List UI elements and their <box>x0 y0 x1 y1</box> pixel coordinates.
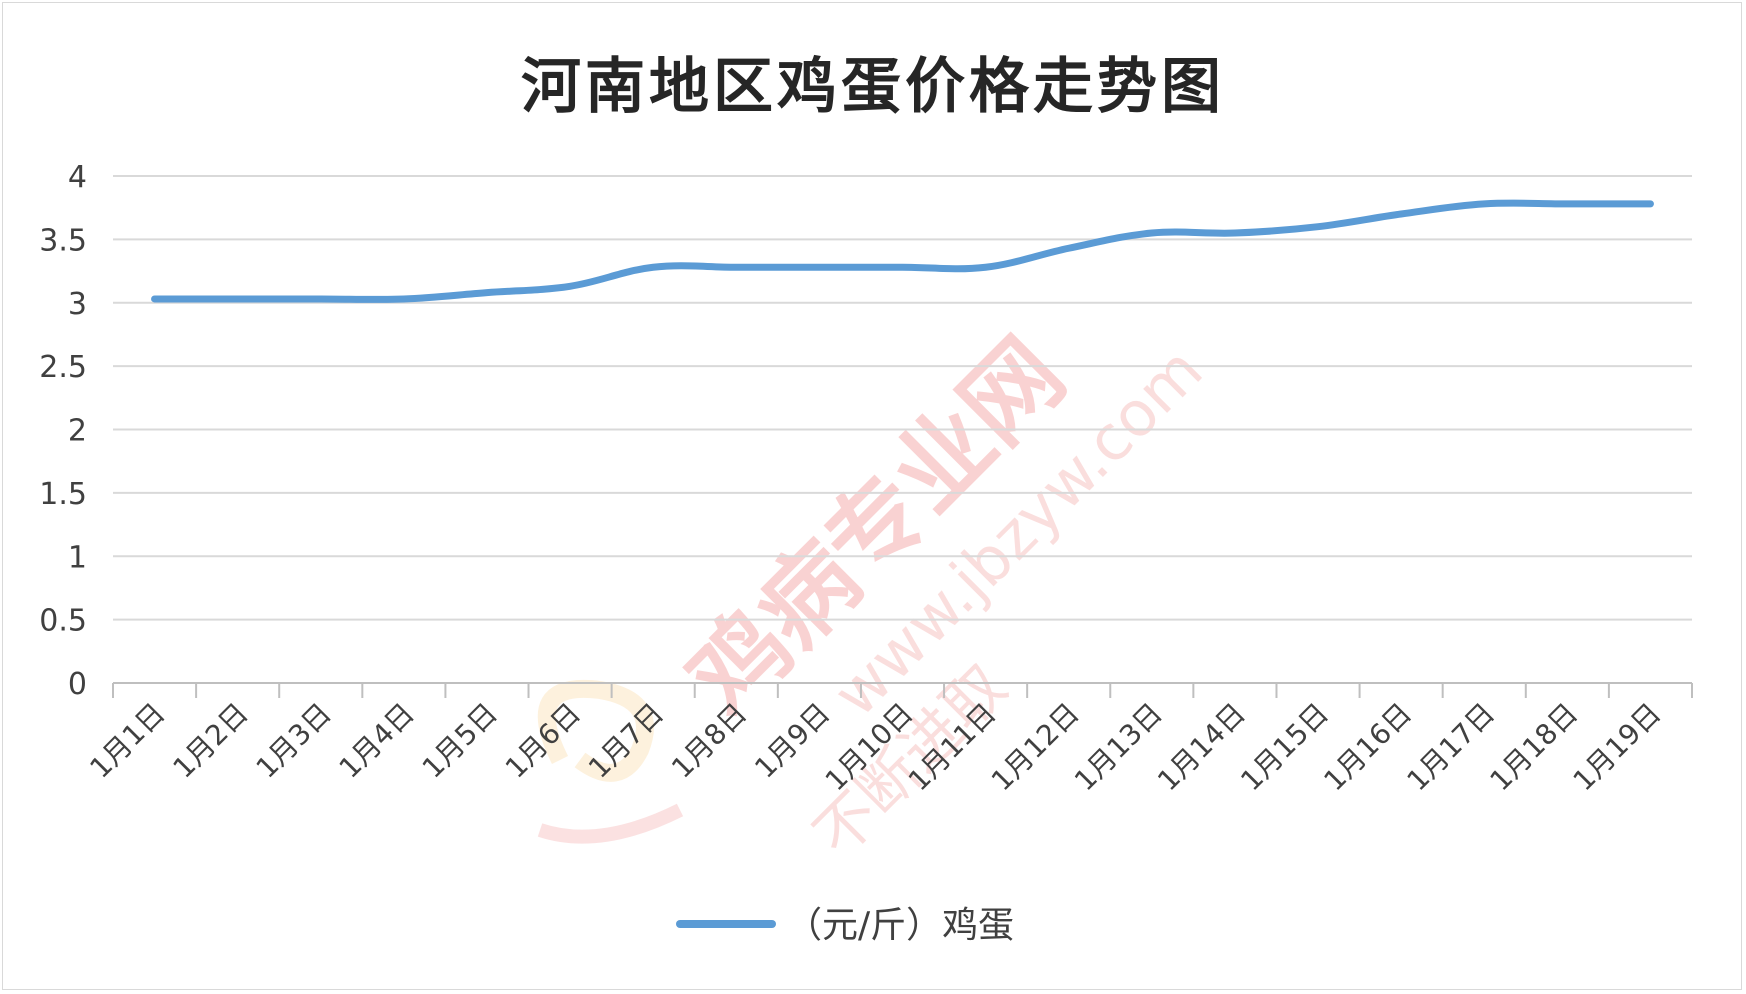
series-layer <box>151 199 1654 303</box>
legend-label: （元/斤）鸡蛋 <box>786 905 1014 946</box>
y-tick-label: 3 <box>68 287 87 322</box>
legend: （元/斤）鸡蛋 <box>676 905 1014 946</box>
y-tick-label: 4 <box>68 160 87 195</box>
x-axis <box>112 682 1693 698</box>
y-tick-label: 0.5 <box>39 604 87 639</box>
y-tick-label: 2 <box>68 414 87 449</box>
watermark-logo-swirl <box>537 679 654 782</box>
x-tick-label: 1月1日 <box>83 697 171 785</box>
x-tick-label: 1月2日 <box>166 697 254 785</box>
x-tick-label: 1月14日 <box>1151 697 1252 798</box>
y-axis-ticks: 0 0.5 1 1.5 2 2.5 3 3.5 4 <box>39 160 87 702</box>
x-tick-label: 1月3日 <box>250 697 338 785</box>
series-line <box>151 199 1654 303</box>
x-tick-label: 1月19日 <box>1567 697 1668 798</box>
y-tick-label: 1.5 <box>39 477 87 512</box>
x-tick-label: 1月18日 <box>1484 697 1585 798</box>
y-tick-label: 1 <box>68 540 87 575</box>
x-tick-label: 1月4日 <box>333 697 421 785</box>
y-tick-label: 3.5 <box>39 223 87 258</box>
x-tick-label: 1月15日 <box>1234 697 1335 798</box>
watermark-logo-stroke <box>537 803 684 844</box>
gridlines <box>113 175 1692 621</box>
x-tick-label: 1月13日 <box>1068 697 1169 798</box>
y-tick-label: 2.5 <box>39 350 87 385</box>
y-tick-label: 0 <box>68 667 87 702</box>
x-tick-label: 1月8日 <box>665 697 753 785</box>
x-tick-label: 1月5日 <box>416 697 504 785</box>
x-tick-label: 1月16日 <box>1317 697 1418 798</box>
x-tick-label: 1月17日 <box>1400 697 1501 798</box>
chart-title: 河南地区鸡蛋价格走势图 <box>521 52 1225 122</box>
